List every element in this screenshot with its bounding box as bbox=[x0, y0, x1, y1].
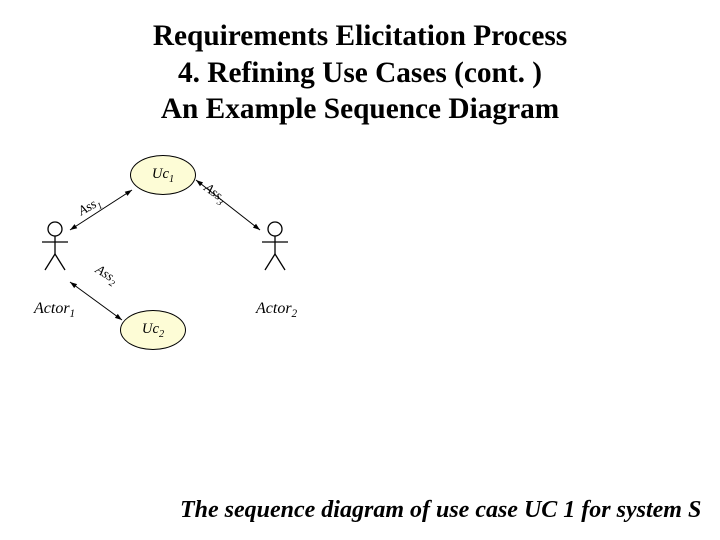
actor-actor1-icon bbox=[42, 222, 68, 270]
usecase-label-uc1: Uc1 bbox=[152, 166, 174, 185]
diagram-edges bbox=[30, 140, 380, 380]
title-line-3: An Example Sequence Diagram bbox=[0, 91, 720, 128]
association-ass2 bbox=[70, 282, 122, 320]
usecase-uc2: Uc2 bbox=[120, 310, 186, 350]
actor-label-actor2: Actor2 bbox=[256, 300, 297, 320]
actor-actor2-icon bbox=[262, 222, 288, 270]
usecase-diagram: Uc1Uc2Actor1Actor2Ass1Ass2Ass3 bbox=[30, 140, 380, 380]
title-line-2: 4. Refining Use Cases (cont. ) bbox=[0, 55, 720, 92]
title-line-1: Requirements Elicitation Process bbox=[0, 18, 720, 55]
actor-label-actor1: Actor1 bbox=[34, 300, 75, 320]
usecase-label-uc2: Uc2 bbox=[142, 321, 164, 340]
usecase-uc1: Uc1 bbox=[130, 155, 196, 195]
page-title-block: Requirements Elicitation Process 4. Refi… bbox=[0, 18, 720, 128]
diagram-caption: The sequence diagram of use case UC 1 fo… bbox=[180, 497, 701, 524]
